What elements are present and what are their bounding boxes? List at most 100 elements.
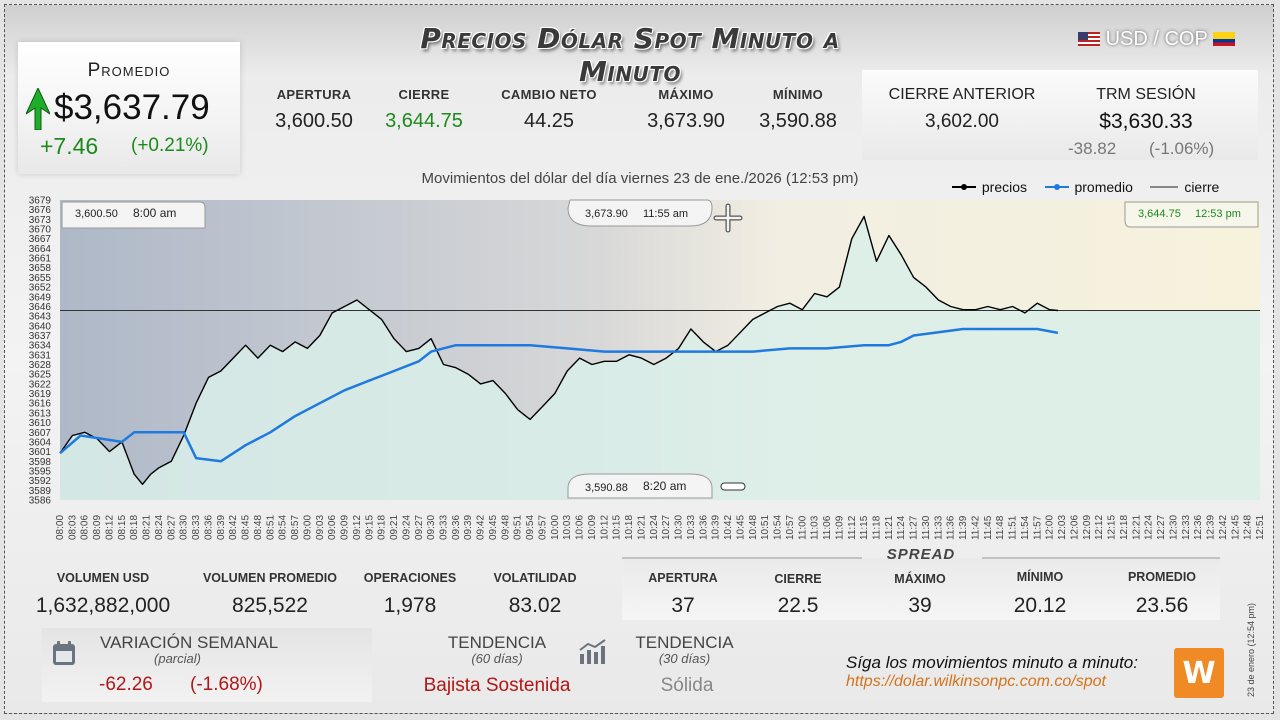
stat-max-label: MÁXIMO xyxy=(658,87,714,102)
calendar-icon xyxy=(53,641,75,665)
y-tick-label: 3670 xyxy=(29,225,52,236)
y-tick-label: 3658 xyxy=(29,263,52,274)
close-callout-price: 3,644.75 xyxy=(1138,208,1181,220)
wilkinson-logo[interactable]: W xyxy=(1174,648,1224,698)
x-tick-label: 08:48 xyxy=(253,515,264,540)
weekly-variation-label: VARIACIÓN SEMANAL xyxy=(100,633,279,652)
x-tick-label: 10:33 xyxy=(686,515,697,540)
stat-close-label: CIERRE xyxy=(398,87,450,102)
x-tick-label: 08:03 xyxy=(67,515,78,540)
x-tick-label: 11:12 xyxy=(847,515,858,540)
y-tick-label: 3640 xyxy=(29,321,52,332)
x-tick-label: 08:51 xyxy=(265,515,276,540)
price-area-fill xyxy=(60,216,1260,500)
spread-open-label: APERTURA xyxy=(648,571,718,585)
volatility-value: 83.02 xyxy=(508,594,562,617)
x-tick-label: 11:21 xyxy=(884,515,895,540)
x-tick-label: 11:00 xyxy=(797,515,808,540)
y-tick-label: 3631 xyxy=(29,350,52,361)
x-tick-label: 11:03 xyxy=(810,515,821,540)
promo-link[interactable]: https://dolar.wilkinsonpc.com.co/spot xyxy=(846,673,1106,690)
spread-avg-value: 23.56 xyxy=(1135,594,1189,617)
x-tick-label: 10:36 xyxy=(698,515,709,540)
max-callout-time: 11:55 am xyxy=(643,208,688,220)
price-chart[interactable]: 3679367636733670366736643661365836553652… xyxy=(0,190,1280,550)
x-tick-label: 09:09 xyxy=(340,515,351,540)
series-layer xyxy=(59,215,1059,485)
operations-label: OPERACIONES xyxy=(363,571,457,585)
y-tick-label: 3607 xyxy=(29,428,52,439)
x-tick-label: 10:51 xyxy=(760,515,771,540)
spread-open-value: 37 xyxy=(671,594,695,617)
y-axis: 3679367636733670366736643661365836553652… xyxy=(29,196,52,507)
x-tick-label: 10:03 xyxy=(562,515,573,540)
page-title: Precios Dólar Spot Minuto a Minuto xyxy=(420,22,840,88)
y-tick-label: 3625 xyxy=(29,370,52,381)
x-tick-label: 09:30 xyxy=(426,515,437,540)
x-tick-label: 09:57 xyxy=(537,515,548,540)
trend30-sub: (30 días) xyxy=(658,651,711,666)
x-tick-label: 11:45 xyxy=(983,515,994,540)
open-callout: 3,600.50 8:00 am xyxy=(61,201,206,229)
x-tick-label: 11:18 xyxy=(871,515,882,540)
scroll-handle[interactable] xyxy=(720,482,746,491)
crosshair-icon[interactable] xyxy=(713,203,743,233)
weekly-variation-value: -62.26 xyxy=(99,674,153,695)
y-tick-label: 3616 xyxy=(29,399,52,410)
y-tick-label: 3589 xyxy=(29,486,52,497)
spread-panel xyxy=(622,558,1220,620)
x-tick-label: 12:24 xyxy=(1144,515,1155,540)
operations-value: 1,978 xyxy=(383,594,437,617)
x-tick-label: 12:09 xyxy=(1082,515,1093,540)
max-callout: 3,673.90 11:55 am xyxy=(567,199,713,227)
stat-close-value: 3,644.75 xyxy=(385,110,463,132)
volatility-label: VOLATILIDAD xyxy=(493,571,577,585)
x-tick-label: 11:42 xyxy=(970,515,981,540)
y-tick-label: 3667 xyxy=(29,234,52,245)
close-callout: 3,644.75 12:53 pm xyxy=(1124,201,1259,228)
weekly-variation-sub: (parcial) xyxy=(154,651,201,666)
x-tick-label: 10:39 xyxy=(711,515,722,540)
stat-max-value: 3,673.90 xyxy=(647,110,725,132)
legend-promedio-label: promedio xyxy=(1074,179,1133,195)
x-tick-label: 10:06 xyxy=(575,515,586,540)
chart-trend-icon xyxy=(579,639,606,664)
x-tick-label: 12:39 xyxy=(1206,515,1217,540)
y-tick-label: 3610 xyxy=(29,418,52,429)
volume-usd-value: 1,632,882,000 xyxy=(35,594,171,617)
x-tick-label: 08:45 xyxy=(241,515,252,540)
spread-min-label: MÍNIMO xyxy=(1016,570,1064,584)
y-tick-label: 3598 xyxy=(29,457,52,468)
x-tick-label: 09:45 xyxy=(488,515,499,540)
spread-title: SPREAD xyxy=(886,546,956,563)
x-tick-label: 09:39 xyxy=(463,515,474,540)
x-tick-label: 11:33 xyxy=(933,515,944,540)
x-tick-label: 08:39 xyxy=(216,515,227,540)
x-tick-label: 11:57 xyxy=(1032,515,1043,540)
x-tick-label: 12:45 xyxy=(1230,515,1241,540)
x-tick-label: 08:24 xyxy=(154,515,165,540)
average-panel: Promedio $3,637.79 +7.46 (+0.21%) xyxy=(18,42,240,174)
y-tick-label: 3655 xyxy=(29,273,52,284)
stat-min-label: MÍNIMO xyxy=(772,87,824,102)
average-change: +7.46 xyxy=(40,133,99,159)
x-tick-label: 12:27 xyxy=(1156,515,1167,540)
stat-min-value: 3,590.88 xyxy=(759,110,837,132)
chart-legend: precios promedio cierre xyxy=(950,179,1219,195)
x-tick-label: 12:15 xyxy=(1107,515,1118,540)
x-tick-label: 11:36 xyxy=(946,515,957,540)
y-tick-label: 3604 xyxy=(29,437,52,448)
x-tick-label: 10:54 xyxy=(773,515,784,540)
legend-precios-swatch xyxy=(952,184,976,190)
trm-label: TRM SESIÓN xyxy=(1096,86,1196,103)
trend60-label: TENDENCIA xyxy=(447,633,547,652)
legend-cierre-label: cierre xyxy=(1184,179,1220,195)
stat-net-change-value: 44.25 xyxy=(523,110,575,132)
y-tick-label: 3664 xyxy=(29,244,52,255)
x-tick-label: 09:00 xyxy=(302,515,313,540)
x-tick-label: 12:00 xyxy=(1045,515,1056,540)
y-tick-label: 3652 xyxy=(29,283,52,294)
y-tick-label: 3679 xyxy=(29,196,52,207)
x-tick-label: 11:24 xyxy=(896,515,907,540)
x-tick-label: 11:39 xyxy=(958,515,969,540)
